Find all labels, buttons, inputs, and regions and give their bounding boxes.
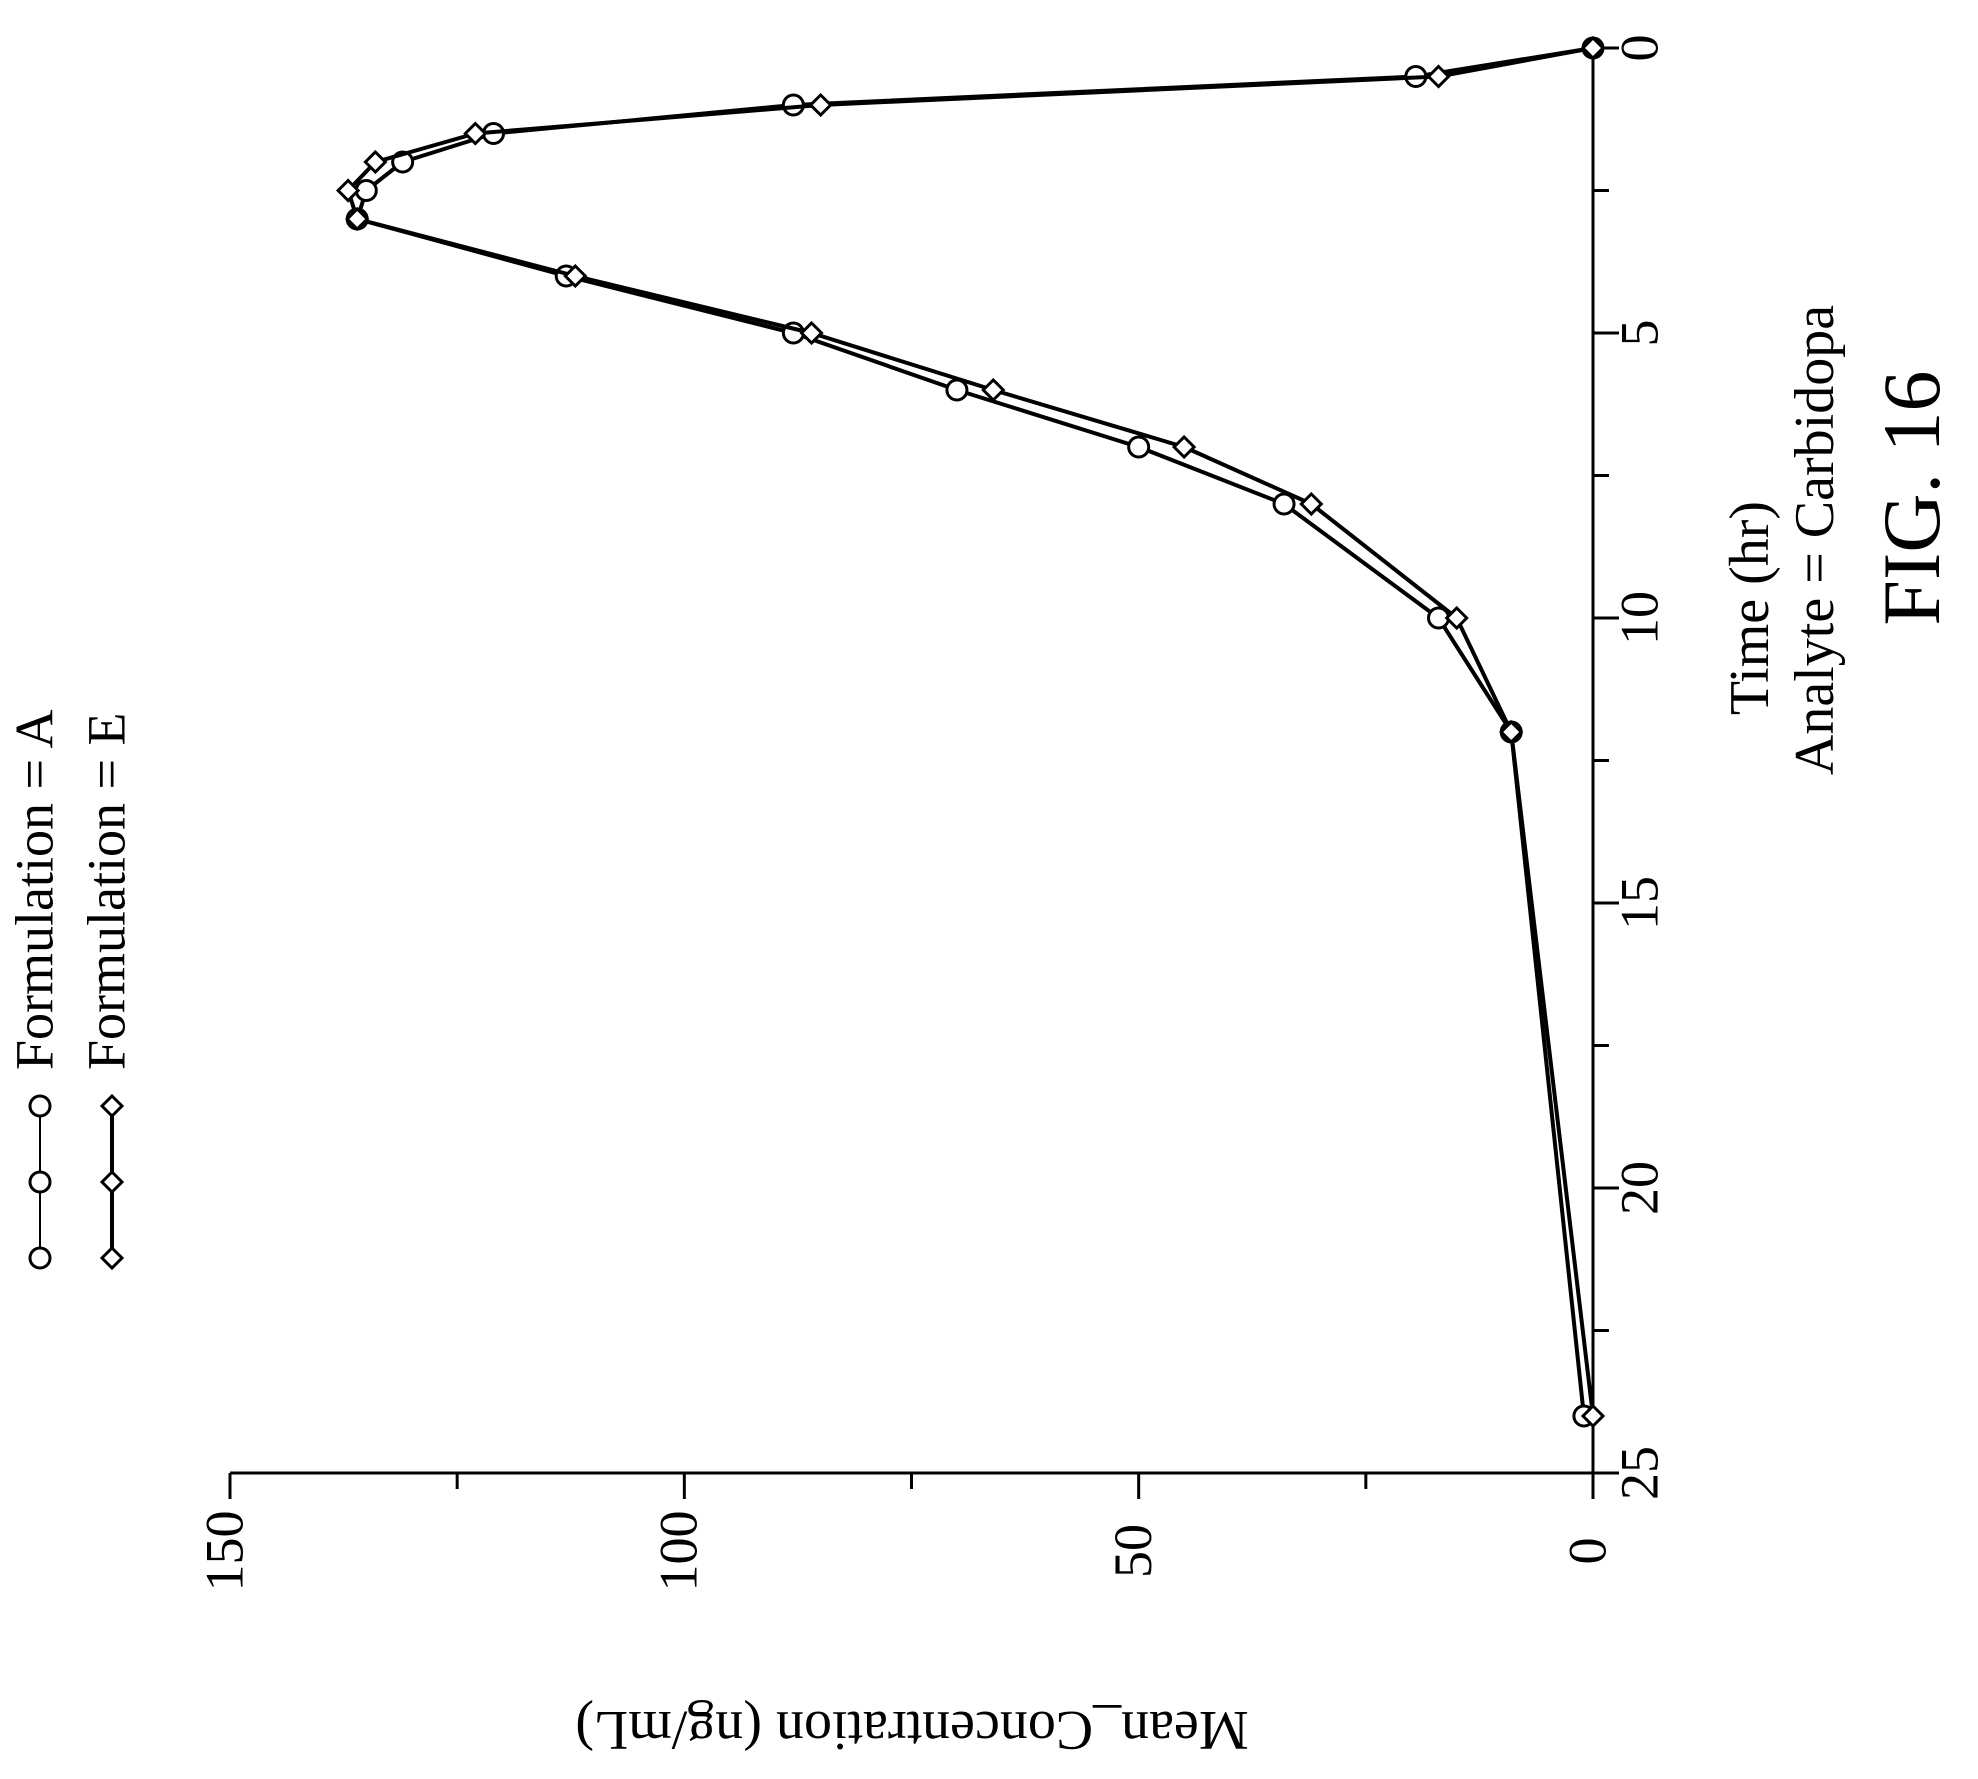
y-tick-label: 0	[1557, 1538, 1617, 1565]
series-formulation-e	[336, 35, 1606, 1429]
series-layer	[336, 35, 1606, 1429]
axes: 0 5 10 15 20 25 0 50 100 150	[194, 35, 1669, 1592]
legend-marker-icon	[99, 1169, 125, 1195]
x-tick-label: 15	[1609, 876, 1669, 930]
data-point	[1580, 1403, 1606, 1429]
legend-marker-icon	[28, 1246, 52, 1270]
data-point	[1426, 64, 1451, 89]
y-tick-label: 100	[649, 1511, 709, 1592]
legend-marker-icon	[99, 1093, 125, 1119]
x-tick-label: 10	[1609, 591, 1669, 645]
data-point	[1499, 719, 1524, 745]
series-line	[346, 46, 1595, 1417]
data-point	[808, 92, 833, 118]
x-axis-label: Time (hr)	[1719, 501, 1781, 715]
legend-label: Formulation = E	[76, 713, 136, 1070]
legend-label: Formulation = A	[4, 710, 64, 1070]
y-axis-label: Mean_Concentration (ng/mL)	[575, 1699, 1248, 1761]
data-point	[1171, 434, 1197, 460]
legend-marker-icon	[99, 1245, 125, 1271]
data-point	[1580, 35, 1606, 61]
data-point	[799, 320, 824, 346]
data-point	[463, 121, 488, 146]
x-tick-label: 25	[1609, 1446, 1669, 1500]
legend-marker-icon	[28, 1170, 52, 1194]
data-point	[945, 378, 969, 402]
series-line	[355, 46, 1594, 1417]
y-tick-label: 150	[194, 1511, 254, 1592]
data-point	[1272, 492, 1296, 516]
data-point	[1299, 491, 1324, 517]
data-point	[336, 178, 361, 203]
x-axis-sublabel: Analyte = Carbidopa	[1784, 305, 1846, 775]
data-point	[563, 263, 588, 289]
data-point	[345, 206, 370, 232]
data-point	[981, 377, 1006, 403]
series-formulation-a	[345, 36, 1605, 1428]
figure-label: FIG. 16	[1866, 370, 1957, 625]
labels: Time (hr) Analyte = Carbidopa Mean_Conce…	[575, 305, 1957, 1761]
x-tick-label: 20	[1609, 1161, 1669, 1215]
data-point	[1127, 435, 1151, 459]
legend-item: Formulation = A	[4, 710, 64, 1270]
legend-item: Formulation = E	[76, 713, 136, 1271]
x-tick-label: 0	[1609, 35, 1669, 62]
legend-marker-icon	[28, 1094, 52, 1118]
data-point	[363, 149, 388, 175]
data-point	[1444, 605, 1469, 631]
y-tick-label: 50	[1103, 1524, 1163, 1578]
legend: Formulation = A Formulation = E	[4, 710, 136, 1271]
x-tick-label: 5	[1609, 320, 1669, 347]
